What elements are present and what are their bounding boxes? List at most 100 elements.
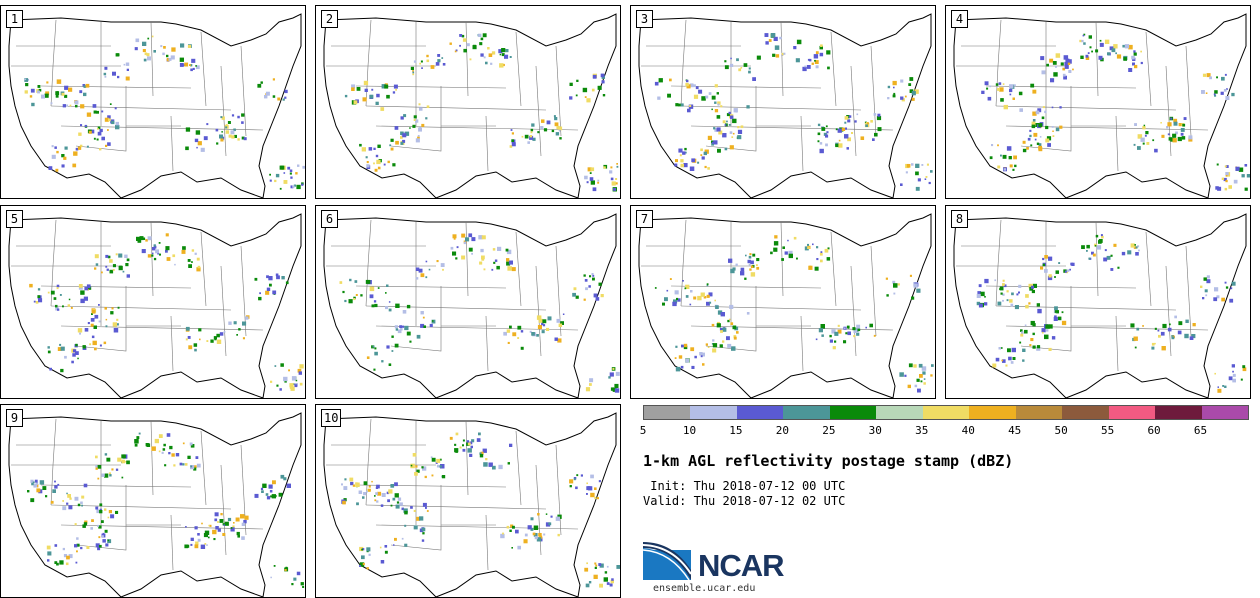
reflectivity-echo (29, 95, 33, 98)
reflectivity-echo (1122, 44, 1125, 48)
ensemble-member-panel[interactable]: 7 (630, 205, 936, 399)
reflectivity-echo (730, 268, 735, 274)
reflectivity-echo (418, 127, 422, 132)
reflectivity-echo (893, 86, 895, 89)
reflectivity-echo (995, 83, 999, 86)
reflectivity-echo (1221, 297, 1225, 302)
reflectivity-echo (282, 98, 285, 101)
reflectivity-echo (30, 498, 35, 503)
ensemble-member-panel[interactable]: 1 (0, 5, 306, 199)
reflectivity-echo (242, 321, 247, 326)
colorbar-tick-label: 20 (775, 424, 789, 437)
reflectivity-echo (294, 384, 298, 388)
reflectivity-echo (109, 269, 114, 274)
reflectivity-echo (575, 94, 578, 97)
reflectivity-echo (74, 544, 78, 548)
reflectivity-echo (418, 268, 423, 273)
reflectivity-echo (610, 387, 615, 391)
reflectivity-echo (184, 62, 189, 67)
reflectivity-echo (1002, 154, 1007, 159)
ensemble-member-panel[interactable]: 10 (315, 404, 621, 598)
state-border (390, 485, 442, 551)
reflectivity-echo (533, 525, 539, 530)
reflectivity-echo (508, 260, 513, 265)
reflectivity-echo (99, 344, 102, 347)
reflectivity-echo (569, 96, 573, 100)
reflectivity-echo (135, 38, 140, 43)
reflectivity-echo (220, 513, 223, 516)
reflectivity-echo (97, 524, 100, 527)
reflectivity-echo (814, 60, 819, 64)
reflectivity-echo (141, 249, 146, 254)
reflectivity-echo (752, 253, 756, 257)
reflectivity-echo (1029, 344, 1032, 347)
reflectivity-echo (481, 255, 485, 260)
reflectivity-echo (1009, 88, 1013, 93)
reflectivity-echo (153, 257, 157, 261)
ensemble-member-panel[interactable]: 8 (945, 205, 1251, 399)
reflectivity-echo (554, 117, 558, 121)
reflectivity-echo (724, 65, 729, 70)
state-border (355, 484, 507, 488)
reflectivity-echo (103, 72, 107, 76)
reflectivity-echo (80, 124, 83, 127)
reflectivity-echo (834, 340, 837, 343)
reflectivity-echo (415, 267, 420, 271)
reflectivity-echo (1037, 108, 1042, 113)
state-border (465, 221, 469, 297)
reflectivity-echo (200, 544, 206, 549)
reflectivity-echo (401, 537, 404, 540)
reflectivity-echo (92, 340, 97, 346)
reflectivity-echo (77, 328, 83, 333)
ensemble-member-panel[interactable]: 6 (315, 205, 621, 399)
reflectivity-echo (180, 43, 185, 48)
reflectivity-echo (126, 258, 130, 262)
reflectivity-echo (1083, 33, 1086, 36)
chart-title: 1-km AGL reflectivity postage stamp (dBZ… (643, 452, 1014, 470)
reflectivity-echo (1088, 35, 1092, 39)
reflectivity-echo (75, 561, 78, 564)
member-label: 6 (321, 210, 338, 228)
reflectivity-echo (163, 443, 166, 447)
reflectivity-echo (439, 465, 442, 468)
reflectivity-echo (978, 284, 982, 288)
reflectivity-echo (289, 383, 294, 388)
reflectivity-echo (31, 102, 35, 107)
reflectivity-echo (84, 520, 88, 524)
ensemble-member-panel[interactable]: 9 (0, 404, 306, 598)
ensemble-member-panel[interactable]: 3 (630, 5, 936, 199)
reflectivity-echo (554, 337, 558, 341)
ncar-logo-icon[interactable] (643, 540, 693, 582)
reflectivity-echo (97, 465, 102, 469)
reflectivity-echo (56, 79, 62, 84)
reflectivity-echo (426, 54, 429, 58)
reflectivity-echo (915, 163, 920, 168)
reflectivity-echo (232, 525, 235, 528)
reflectivity-echo (161, 451, 164, 454)
site-url[interactable]: ensemble.ucar.edu (653, 583, 756, 594)
reflectivity-echo (530, 131, 533, 134)
state-border (60, 125, 264, 131)
reflectivity-echo (904, 95, 907, 98)
reflectivity-echo (814, 266, 819, 271)
ensemble-member-panel[interactable]: 5 (0, 205, 306, 399)
reflectivity-echo (1130, 323, 1135, 328)
reflectivity-echo (517, 337, 520, 339)
reflectivity-echo (1067, 59, 1072, 64)
reflectivity-echo (814, 59, 816, 62)
reflectivity-echo (1045, 125, 1049, 130)
reflectivity-echo (1046, 63, 1049, 67)
reflectivity-echo (689, 166, 695, 171)
reflectivity-echo (386, 284, 389, 287)
reflectivity-echo (388, 489, 393, 494)
state-border (1145, 31, 1152, 107)
reflectivity-echo (707, 346, 710, 348)
reflectivity-echo (107, 129, 109, 131)
ensemble-member-panel[interactable]: 4 (945, 5, 1251, 199)
reflectivity-echo (772, 53, 776, 57)
reflectivity-echo (98, 525, 102, 529)
ensemble-member-panel[interactable]: 2 (315, 5, 621, 199)
reflectivity-echo (1099, 39, 1102, 42)
reflectivity-echo (717, 101, 721, 105)
reflectivity-echo (377, 166, 381, 170)
